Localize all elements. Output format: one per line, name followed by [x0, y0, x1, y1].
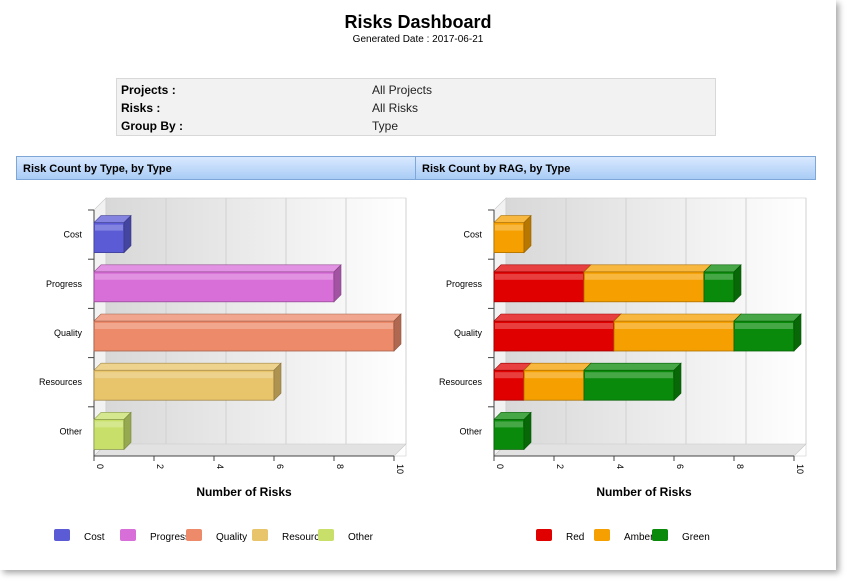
bar-amber [493, 214, 532, 254]
bar-green [703, 264, 742, 303]
x-tick-label: 0 [495, 464, 505, 469]
legend-label: Amber [624, 532, 654, 543]
filter-key: Group By : [121, 119, 183, 133]
bar-quality [93, 313, 402, 352]
x-tick-label: 8 [735, 464, 745, 469]
bar-resources [93, 362, 282, 401]
x-axis-title: Number of Risks [196, 485, 292, 499]
generated-label: Generated Date : [352, 34, 430, 45]
bar-red [493, 313, 622, 352]
page-title: Risks Dashboard [344, 12, 492, 32]
legend-swatch [318, 529, 334, 541]
category-label: Progress [46, 279, 83, 289]
x-tick-label: 4 [615, 464, 625, 469]
generated-date-line: Generated Date : 2017-06-21 [0, 34, 836, 45]
category-label: Other [459, 426, 482, 436]
bar-red [493, 264, 592, 303]
x-axis-title: Number of Risks [596, 485, 692, 499]
chart-2-header: Risk Count by RAG, by Type [415, 156, 816, 180]
chart-1-legend: Cost Progress Quality Resources Other [54, 528, 414, 544]
legend-swatch [120, 529, 136, 541]
category-label: Quality [454, 328, 483, 338]
legend-label: Cost [84, 532, 105, 543]
legend-swatch [594, 529, 610, 541]
category-label: Progress [446, 279, 483, 289]
filter-value: Type [372, 119, 399, 133]
bar-green [583, 362, 682, 401]
bar-progress [93, 264, 342, 303]
legend-label: Resources [282, 532, 330, 543]
legend-label: Other [348, 532, 374, 543]
legend-label: Quality [216, 532, 248, 543]
chart-1-header: Risk Count by Type, by Type [16, 156, 416, 180]
bar-amber [583, 264, 712, 303]
bar-amber [613, 313, 742, 352]
category-label: Resources [439, 377, 483, 387]
legend-swatch [252, 529, 268, 541]
legend-swatch [536, 529, 552, 541]
filter-summary: Projects : All Projects Risks : All Risk… [116, 78, 716, 136]
category-label: Cost [463, 230, 482, 240]
x-tick-label: 6 [275, 464, 285, 469]
filter-key: Risks : [121, 101, 161, 115]
x-tick-label: 2 [555, 464, 565, 469]
chart-rag-count: 0 2 4 6 8 10 Cost Progress Quality Resources Other… [439, 197, 807, 499]
legend-swatch [652, 529, 668, 541]
filter-value: All Projects [372, 83, 433, 97]
bar-green [493, 411, 532, 451]
legend-label: Green [682, 532, 710, 543]
x-tick-label: 4 [215, 464, 225, 469]
filter-value: All Risks [372, 101, 419, 115]
generated-date: 2017-06-21 [432, 34, 484, 45]
legend-label: Progress [150, 532, 191, 543]
x-tick-label: 10 [795, 464, 805, 474]
legend-label: Red [566, 532, 585, 543]
category-label: Quality [54, 328, 83, 338]
x-tick-label: 10 [395, 464, 405, 474]
category-label: Resources [39, 377, 83, 387]
dashboard-page: Risks Dashboard Generated Date : 2017-06… [0, 12, 836, 544]
x-tick-label: 0 [95, 464, 105, 469]
bar-other [93, 411, 132, 451]
x-tick-label: 2 [155, 464, 165, 469]
bar-amber [523, 362, 592, 401]
bar-cost [93, 214, 132, 254]
category-label: Cost [63, 230, 82, 240]
category-label: Other [59, 426, 82, 436]
x-tick-label: 6 [675, 464, 685, 469]
filter-key: Projects : [121, 83, 176, 97]
bar-green [733, 313, 802, 352]
chart-type-count: 0 2 4 6 8 10 Cost Progress Quality Resources Other… [39, 197, 407, 499]
chart-2-legend: Red Amber Green [536, 528, 736, 544]
x-tick-label: 8 [335, 464, 345, 469]
legend-swatch [54, 529, 70, 541]
legend-swatch [186, 529, 202, 541]
